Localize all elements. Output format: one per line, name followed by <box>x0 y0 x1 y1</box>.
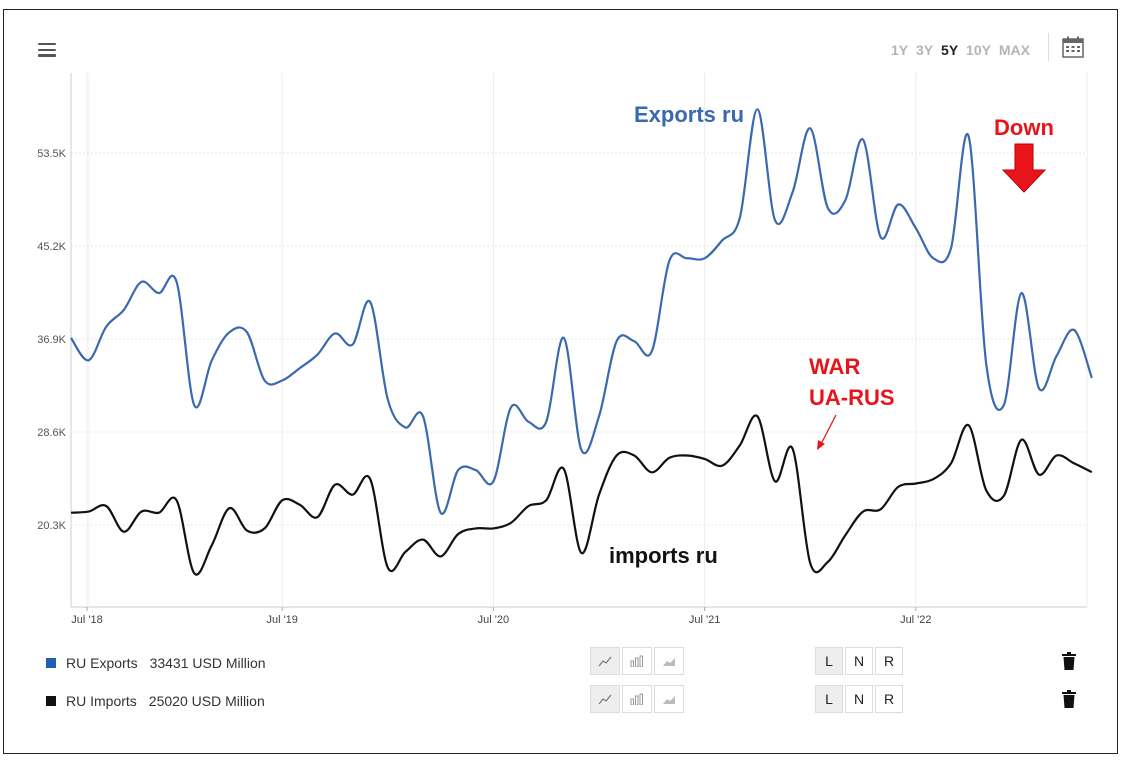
range-5y[interactable]: 5Y <box>941 42 959 58</box>
scale-n-button[interactable]: N <box>845 647 873 675</box>
legend-exports[interactable]: RU Exports 33431 USD Million <box>46 653 266 673</box>
line-type-button[interactable] <box>590 685 620 713</box>
range-3y[interactable]: 3Y <box>916 42 934 58</box>
x-tick-label: Jul '18 <box>71 614 102 626</box>
scale-r-button[interactable]: R <box>875 685 903 713</box>
bar-type-button[interactable] <box>622 685 652 713</box>
legend-imports[interactable]: RU Imports 25020 USD Million <box>46 691 265 711</box>
y-tick-label: 53.5K <box>37 148 66 160</box>
area-chart-icon <box>663 658 675 666</box>
area-type-button[interactable] <box>654 685 684 713</box>
x-tick-label: Jul '21 <box>689 614 720 626</box>
range-1y[interactable]: 1Y <box>891 42 909 58</box>
imports-scale-group: L N R <box>815 685 905 713</box>
exports-annotation: Exports ru <box>634 102 744 127</box>
war-arrow-head <box>817 440 825 450</box>
range-10y[interactable]: 10Y <box>966 42 991 58</box>
exports-swatch <box>46 658 56 668</box>
area-type-button[interactable] <box>654 647 684 675</box>
war-annotation-line1: WAR <box>809 354 860 379</box>
trash-icon[interactable] <box>1062 652 1076 670</box>
war-arrow-line <box>820 414 837 445</box>
war-annotation-line2: UA-RUS <box>809 385 895 410</box>
y-tick-label: 28.6K <box>37 427 66 439</box>
line-chart-icon <box>598 656 612 667</box>
down-arrow-icon <box>1001 143 1047 193</box>
range-max[interactable]: MAX <box>998 42 1030 58</box>
exports-series-line <box>70 108 1093 515</box>
exports-scale-group: L N R <box>815 647 905 675</box>
legend-exports-name: RU Exports <box>66 655 138 671</box>
toolbar-divider <box>1048 33 1049 61</box>
trash-icon[interactable] <box>1062 690 1076 708</box>
y-tick-label: 36.9K <box>37 334 66 346</box>
bar-chart-icon <box>630 693 643 705</box>
line-type-button[interactable] <box>590 647 620 675</box>
line-chart: 20.3K 28.6K 36.9K 45.2K 53.5K Jul '18 Jul '19 J… <box>37 73 1093 626</box>
exports-type-group <box>590 647 686 675</box>
down-annotation: Down <box>994 115 1054 140</box>
y-tick-label: 45.2K <box>37 241 66 253</box>
imports-annotation: imports ru <box>609 543 718 568</box>
imports-type-group <box>590 685 686 713</box>
legend-imports-value: 25020 USD Million <box>148 693 265 709</box>
scale-l-button[interactable]: L <box>815 647 843 675</box>
scale-n-button[interactable]: N <box>845 685 873 713</box>
imports-series-line <box>70 414 1093 576</box>
bar-type-button[interactable] <box>622 647 652 675</box>
range-selector: 1Y 3Y 5Y 10Y MAX <box>891 42 1034 58</box>
x-tick-label: Jul '19 <box>266 614 297 626</box>
area-chart-icon <box>663 696 675 704</box>
legend-imports-name: RU Imports <box>66 693 137 709</box>
menu-icon[interactable] <box>38 43 56 57</box>
scale-l-button[interactable]: L <box>815 685 843 713</box>
bar-chart-icon <box>630 655 643 667</box>
calendar-icon[interactable] <box>1062 36 1084 58</box>
line-chart-icon <box>598 694 612 705</box>
x-tick-label: Jul '20 <box>478 614 509 626</box>
legend-exports-value: 33431 USD Million <box>149 655 266 671</box>
scale-r-button[interactable]: R <box>875 647 903 675</box>
y-tick-label: 20.3K <box>37 520 66 532</box>
x-tick-label: Jul '22 <box>900 614 931 626</box>
imports-swatch <box>46 696 56 706</box>
